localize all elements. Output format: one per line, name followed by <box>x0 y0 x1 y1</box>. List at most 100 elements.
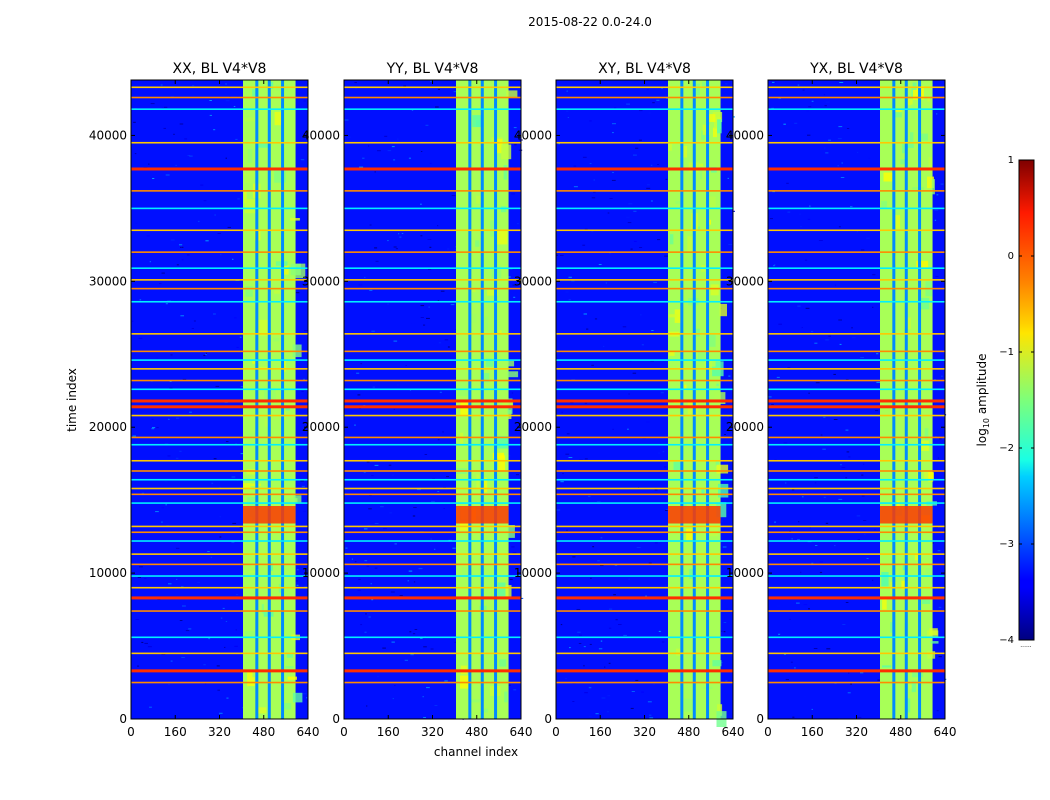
noise-speck <box>369 224 372 226</box>
noise-speck <box>851 327 853 329</box>
noise-speck <box>437 300 440 302</box>
noise-speck <box>200 184 204 186</box>
noise-speck <box>808 106 812 108</box>
noise-speck <box>374 464 379 466</box>
noise-speck <box>628 203 633 205</box>
noise-speck <box>377 150 381 152</box>
noise-speck <box>207 551 210 552</box>
noise-speck <box>437 88 440 90</box>
noise-speck <box>133 121 136 123</box>
noise-speck <box>597 560 600 562</box>
noise-speck <box>299 334 302 336</box>
noise-speck <box>789 618 791 620</box>
noise-speck <box>938 656 942 658</box>
noise-speck <box>232 258 234 260</box>
noise-speck <box>796 602 800 604</box>
noise-speck <box>219 536 222 538</box>
noise-speck <box>139 299 142 301</box>
signal-texture <box>695 328 700 337</box>
rfi-row-strong <box>768 167 945 171</box>
noise-speck <box>568 299 571 301</box>
y-tick-label: 40000 <box>89 128 127 142</box>
noise-speck <box>394 543 397 545</box>
noise-speck <box>420 637 423 639</box>
rfi-row <box>768 267 945 269</box>
noise-speck <box>370 583 372 585</box>
noise-speck <box>565 678 567 680</box>
noise-speck <box>777 605 781 607</box>
noise-speck <box>565 453 570 455</box>
signal-texture <box>684 384 687 391</box>
signal-texture <box>718 483 729 498</box>
signal-texture <box>668 350 675 356</box>
noise-speck <box>592 546 595 548</box>
noise-speck <box>302 693 307 695</box>
noise-speck <box>446 369 448 371</box>
noise-speck <box>507 455 511 457</box>
noise-speck <box>823 496 826 498</box>
noise-speck <box>638 139 642 141</box>
signal-texture <box>247 433 254 439</box>
signal-texture <box>256 707 267 714</box>
noise-speck <box>363 472 366 473</box>
noise-speck <box>407 580 409 582</box>
noise-speck <box>219 486 221 488</box>
noise-speck <box>408 157 411 159</box>
noise-speck <box>176 264 179 266</box>
signal-texture <box>475 240 480 247</box>
noise-speck <box>165 303 168 305</box>
noise-speck <box>180 315 184 317</box>
signal-texture <box>249 686 257 691</box>
signal-texture <box>912 670 924 678</box>
noise-speck <box>794 667 796 669</box>
signal-texture <box>469 699 480 703</box>
noise-speck <box>845 379 849 381</box>
signal-texture <box>902 143 905 154</box>
noise-speck <box>801 327 803 329</box>
x-tick-label: 320 <box>421 725 444 739</box>
noise-speck <box>294 580 298 582</box>
noise-speck <box>217 233 222 234</box>
signal-texture <box>882 665 892 668</box>
y-tick-label: 20000 <box>514 420 552 434</box>
noise-speck <box>358 578 361 580</box>
signal-texture <box>243 483 251 489</box>
rfi-row <box>344 108 521 110</box>
noise-speck <box>840 464 842 466</box>
noise-speck <box>360 624 363 626</box>
signal-texture <box>669 234 674 245</box>
rfi-row <box>768 540 945 542</box>
signal-texture <box>883 172 896 182</box>
noise-speck <box>845 477 848 479</box>
noise-speck <box>828 335 831 337</box>
noise-speck <box>778 323 782 325</box>
rfi-row <box>768 470 945 472</box>
x-tick-label: 640 <box>297 725 320 739</box>
noise-speck <box>180 246 182 248</box>
signal-texture <box>716 383 719 387</box>
noise-speck <box>159 283 162 285</box>
noise-speck <box>192 85 195 87</box>
noise-speck <box>511 392 514 394</box>
noise-speck <box>434 705 438 706</box>
signal-texture <box>257 142 270 148</box>
rfi-row <box>344 368 521 370</box>
noise-speck <box>511 193 515 195</box>
signal-texture <box>687 236 696 252</box>
rfi-row <box>131 279 308 281</box>
noise-speck <box>570 370 574 372</box>
noise-speck <box>134 153 137 155</box>
noise-speck <box>771 107 774 109</box>
signal-texture <box>907 143 914 148</box>
noise-speck <box>437 491 440 492</box>
rfi-row <box>344 141 521 144</box>
noise-speck <box>375 260 379 262</box>
noise-speck <box>628 578 630 580</box>
noise-speck <box>596 501 601 502</box>
colorbar-label-suffix: amplitude <box>975 354 989 418</box>
rfi-row <box>768 652 945 655</box>
noise-speck <box>168 583 172 585</box>
noise-speck <box>787 211 791 213</box>
noise-speck <box>368 145 370 147</box>
rfi-row <box>556 379 733 382</box>
